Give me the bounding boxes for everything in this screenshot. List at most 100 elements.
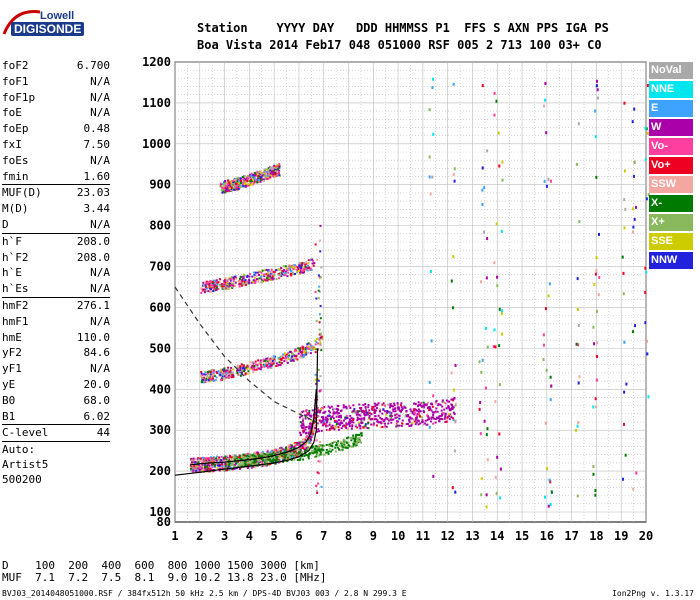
echo-dot — [360, 406, 363, 409]
echo-dot — [444, 416, 447, 419]
noise-dot — [498, 383, 501, 387]
echo-dot — [321, 444, 324, 447]
spread-dot — [314, 373, 317, 376]
echo-dot — [445, 399, 448, 402]
echo-dot — [307, 351, 310, 354]
noise-dot — [544, 98, 547, 102]
echo-dot — [451, 407, 454, 410]
echo-dot — [346, 444, 349, 447]
echo-dot — [376, 415, 379, 418]
echo-dot — [190, 466, 193, 469]
echo-dot — [400, 406, 403, 409]
echo-dot — [293, 354, 296, 357]
echo-dot — [390, 415, 393, 418]
echo-dot — [257, 280, 260, 283]
echo-dot — [297, 266, 300, 269]
echo-dot — [353, 411, 356, 414]
spread-dot — [319, 389, 322, 392]
noise-dot — [595, 309, 598, 313]
echo-dot — [200, 370, 203, 373]
spread-dot — [319, 440, 322, 443]
spread-dot — [316, 415, 319, 418]
echo-dot — [242, 453, 245, 456]
echo-dot — [210, 284, 213, 287]
echo-dot — [292, 268, 295, 271]
echo-dot — [414, 403, 417, 406]
echo-dot — [411, 412, 414, 415]
echo-dot — [273, 358, 276, 361]
echo-dot — [348, 422, 351, 425]
echo-dot — [228, 183, 231, 186]
echo-dot — [211, 280, 214, 283]
echo-dot — [452, 406, 455, 409]
echo-dot — [309, 431, 312, 434]
echo-dot — [262, 455, 265, 458]
echo-dot — [414, 423, 417, 426]
echo-dot — [206, 457, 209, 460]
echo-dot — [309, 347, 312, 350]
echo-dot — [242, 184, 245, 187]
echo-dot — [426, 414, 429, 417]
echo-dot — [246, 461, 249, 464]
echo-dot — [325, 428, 328, 431]
echo-dot — [304, 348, 307, 351]
echo-dot — [217, 288, 220, 291]
echo-dot — [405, 423, 408, 426]
echo-dot — [422, 423, 425, 426]
echo-dot — [223, 368, 226, 371]
echo-dot — [272, 270, 275, 273]
echo-dot — [273, 274, 276, 277]
trace-fit-curve — [189, 389, 317, 466]
echo-dot — [264, 460, 267, 463]
noise-dot — [624, 207, 627, 211]
echo-dot — [289, 273, 292, 276]
param-row: hmF1 N/A — [2, 314, 110, 330]
spread-dot — [320, 349, 323, 352]
echo-dot — [239, 374, 242, 377]
noise-dot — [501, 178, 504, 182]
echo-dot — [309, 451, 312, 454]
legend-e: E — [649, 100, 693, 117]
echo-dot — [239, 282, 242, 285]
echo-dot — [328, 421, 331, 424]
echo-dot — [334, 446, 337, 449]
noise-dot — [432, 474, 435, 478]
echo-dot — [202, 281, 205, 284]
echo-dot — [350, 417, 353, 420]
param-label: fxI — [2, 137, 22, 151]
echo-dot — [435, 402, 438, 405]
echo-dot — [253, 276, 256, 279]
echo-dot — [323, 420, 326, 423]
echo-dot — [306, 435, 309, 438]
noise-dot — [645, 127, 648, 131]
echo-dot — [334, 427, 337, 430]
echo-dot — [425, 423, 428, 426]
echo-dot — [276, 163, 279, 166]
echo-dot — [387, 422, 390, 425]
param-value: 6.02 — [83, 409, 111, 423]
echo-dot — [239, 366, 242, 369]
echo-dot — [236, 369, 239, 372]
echo-dot — [222, 183, 225, 186]
echo-dot — [197, 470, 200, 473]
echo-dot — [247, 183, 250, 186]
noise-dot — [644, 266, 647, 270]
echo-dot — [241, 279, 244, 282]
echo-dot — [235, 465, 238, 468]
echo-dot — [347, 436, 350, 439]
noise-dot — [594, 272, 597, 276]
spread-dot — [314, 243, 317, 246]
echo-dot — [330, 405, 333, 408]
echo-dot — [235, 186, 238, 189]
echo-dot — [394, 414, 397, 417]
header-line-2: Boa Vista 2014 Feb17 048 051000 RSF 005 … — [197, 38, 602, 52]
echo-dot — [368, 416, 371, 419]
noise-dot — [543, 179, 546, 183]
noise-dot — [623, 101, 626, 105]
echo-dot — [257, 274, 260, 277]
echo-dot — [273, 271, 276, 274]
echo-dot — [376, 403, 379, 406]
noise-dot — [485, 276, 488, 280]
echo-dot — [212, 373, 215, 376]
noise-dot — [549, 398, 552, 402]
